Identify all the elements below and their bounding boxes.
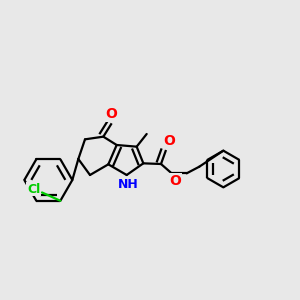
Text: O: O [164, 134, 175, 148]
Text: O: O [169, 174, 181, 188]
Text: O: O [106, 107, 118, 121]
Text: Cl: Cl [27, 183, 40, 196]
Text: NH: NH [118, 178, 139, 191]
